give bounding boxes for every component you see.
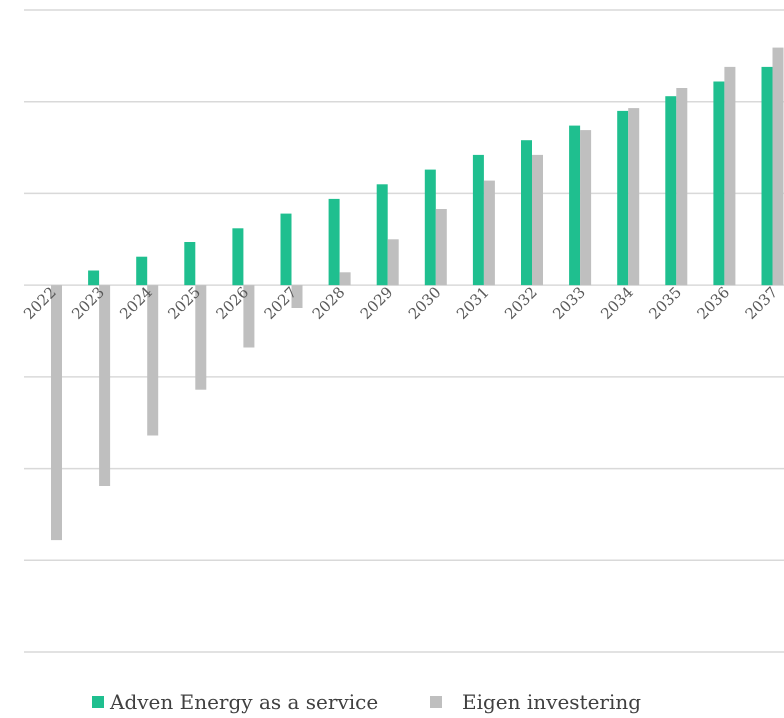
x-tick-label: 2036 xyxy=(693,283,733,323)
legend-swatch-series-1 xyxy=(92,696,104,708)
bar-series-1-2026 xyxy=(232,228,244,286)
bar-series-1-2025 xyxy=(184,242,196,286)
bar-series-1-2036 xyxy=(713,81,725,286)
bar-series-1-2027 xyxy=(280,213,292,286)
bar-series-1-2029 xyxy=(376,184,388,286)
bar-series-2-2028 xyxy=(339,272,351,286)
x-tick-label: 2029 xyxy=(357,283,397,323)
bar-series-2-2032 xyxy=(532,154,543,286)
bar-series-2-2026 xyxy=(243,285,255,348)
bars xyxy=(51,47,784,541)
bar-series-1-2030 xyxy=(424,169,436,286)
x-tick-label: 2034 xyxy=(597,283,637,323)
x-tick-label: 2037 xyxy=(742,283,782,323)
bar-series-2-2030 xyxy=(435,209,447,286)
bar-series-2-2029 xyxy=(387,239,399,286)
x-tick-label: 2031 xyxy=(453,283,493,323)
x-tick-label: 2030 xyxy=(405,283,445,323)
bar-series-2-2023 xyxy=(99,285,111,486)
bar-series-1-2035 xyxy=(665,96,677,286)
bar-series-1-2024 xyxy=(136,256,148,286)
bar-series-1-2028 xyxy=(328,198,340,286)
legend-swatch-series-2 xyxy=(430,696,442,708)
bar-series-2-2033 xyxy=(580,130,592,286)
bar-series-1-2032 xyxy=(521,140,532,286)
legend-item-series-1: Adven Energy as a service xyxy=(92,690,378,714)
bar-series-2-2036 xyxy=(724,66,736,286)
bar-series-2-2022 xyxy=(51,285,62,541)
x-tick-label: 2033 xyxy=(549,283,589,323)
chart-canvas: 2022 2023 2024 2025 2026 2027 2028 2029 2030 2031… xyxy=(20,9,784,653)
bar-series-1-2034 xyxy=(617,110,629,286)
x-tick-label: 2032 xyxy=(501,283,541,323)
tick-labels: 2022 2023 2024 2025 2026 2027 2028 2029 2030 2031… xyxy=(20,283,781,323)
legend-label-series-2: Eigen investering xyxy=(462,690,642,714)
legend-label-series-1: Adven Energy as a service xyxy=(110,690,379,714)
bar-series-1-2037 xyxy=(761,66,773,286)
bar-series-2-2025 xyxy=(195,285,207,390)
bar-series-2-2031 xyxy=(483,180,495,286)
x-tick-label: 2035 xyxy=(645,283,685,323)
bar-series-1-2023 xyxy=(88,270,100,286)
bar-series-2-2034 xyxy=(628,108,640,286)
legend: Adven Energy as a service Eigen invester… xyxy=(0,690,784,718)
bar-series-2-2037 xyxy=(772,47,784,286)
bar-series-2-2035 xyxy=(676,88,688,286)
x-tick-label: 2028 xyxy=(309,283,349,323)
bar-series-1-2031 xyxy=(472,154,484,286)
legend-item-series-2: Eigen investering xyxy=(430,690,641,714)
bar-series-2-2027 xyxy=(291,285,303,308)
bar-series-2-2024 xyxy=(147,285,159,436)
bar-series-1-2033 xyxy=(569,125,581,286)
